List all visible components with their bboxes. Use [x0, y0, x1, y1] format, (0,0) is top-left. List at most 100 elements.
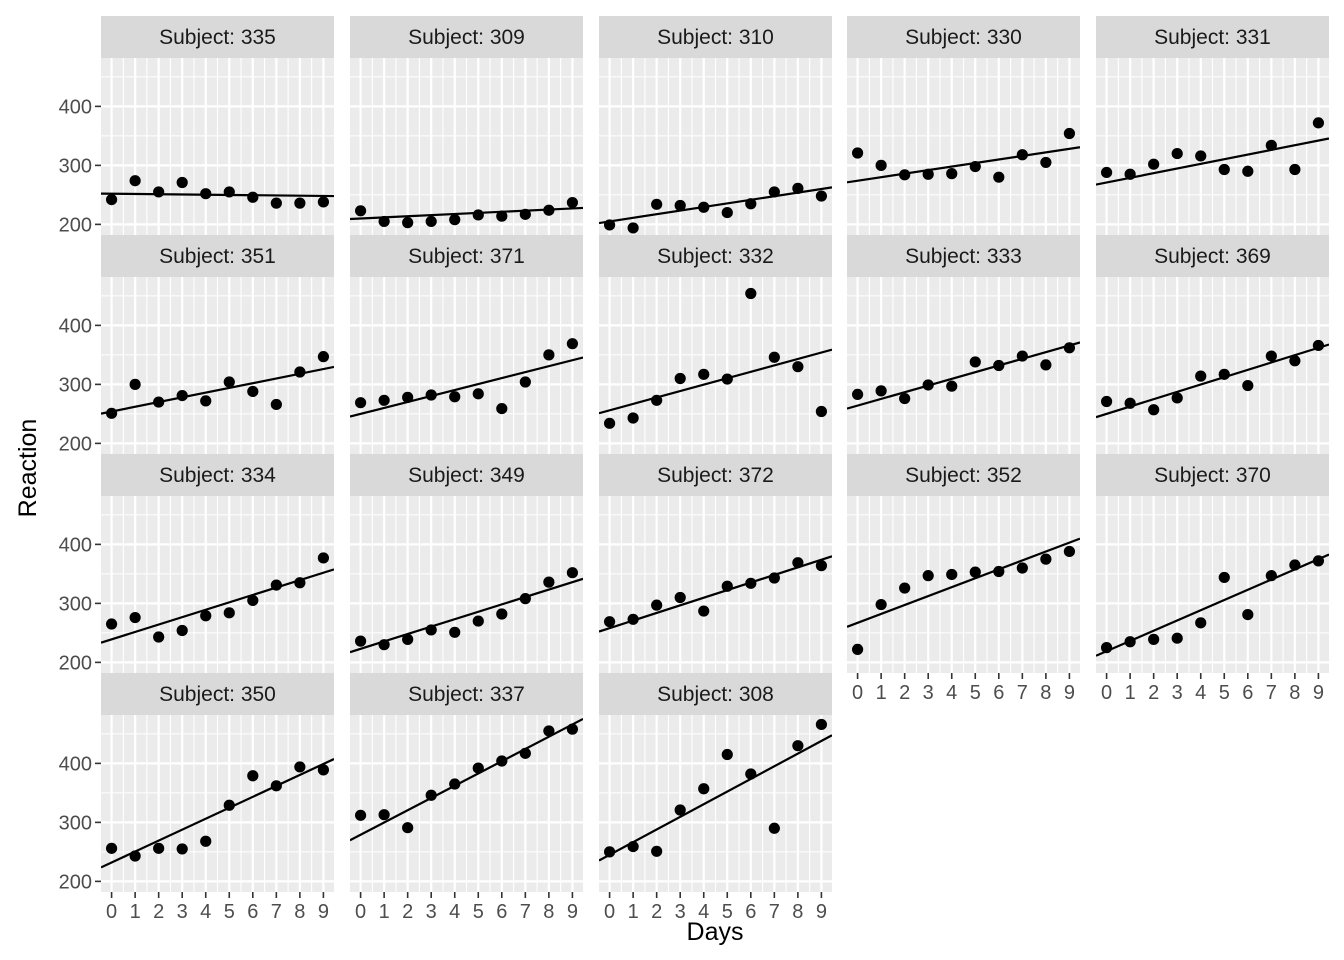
- data-point: [317, 351, 330, 363]
- data-point: [1016, 562, 1028, 574]
- data-point: [566, 338, 579, 350]
- facet-strip-label: Subject: 337: [408, 683, 525, 706]
- data-point: [496, 608, 508, 620]
- x-tick-label: 1: [379, 901, 390, 923]
- panel-content: [1096, 58, 1329, 235]
- facet-panel: Subject: 331: [1096, 16, 1329, 235]
- facet-panel: Subject: 310: [599, 16, 832, 235]
- facet-panel: Subject: 371: [350, 235, 583, 454]
- data-point: [745, 768, 757, 780]
- data-point: [768, 822, 780, 834]
- data-point: [651, 394, 663, 406]
- data-point: [698, 368, 710, 380]
- panel-content: [599, 58, 832, 235]
- x-tick-label: 1: [876, 682, 887, 704]
- facet-strip: [847, 235, 1080, 277]
- data-point: [922, 168, 934, 180]
- facet-strip-label: Subject: 369: [1154, 245, 1271, 268]
- facet-strip-label: Subject: 351: [159, 245, 276, 268]
- data-point: [472, 762, 484, 774]
- data-point: [354, 809, 367, 821]
- x-tick-label: 6: [496, 901, 507, 923]
- data-point: [745, 577, 757, 589]
- data-point: [627, 412, 639, 424]
- data-point: [519, 747, 531, 759]
- data-point: [378, 394, 390, 406]
- x-tick-label: 8: [294, 901, 305, 923]
- data-point: [153, 842, 165, 854]
- regression-line: [599, 734, 832, 862]
- data-point: [449, 626, 461, 638]
- data-point: [698, 201, 710, 213]
- data-point: [768, 572, 780, 584]
- data-point: [1063, 342, 1076, 354]
- data-point: [425, 215, 437, 228]
- data-point: [1312, 339, 1325, 352]
- facet-strip-label: Subject: 330: [905, 26, 1022, 49]
- data-point: [815, 560, 828, 572]
- data-point: [1265, 570, 1277, 582]
- x-tick-label: 0: [355, 901, 366, 923]
- data-point: [721, 206, 733, 219]
- regression-line: [599, 348, 832, 415]
- data-point: [1124, 636, 1136, 648]
- data-point: [815, 190, 828, 202]
- data-point: [1063, 127, 1076, 140]
- data-point: [247, 594, 259, 607]
- x-tick-label: 2: [651, 901, 662, 923]
- data-point: [1242, 165, 1254, 177]
- data-point: [519, 376, 531, 388]
- data-point: [105, 618, 118, 630]
- data-point: [129, 175, 141, 187]
- x-tick-label: 8: [1289, 682, 1300, 704]
- data-point: [899, 582, 911, 594]
- facet-panel: Subject: 372: [599, 454, 832, 673]
- data-point: [1016, 149, 1028, 161]
- x-tick-label: 3: [675, 901, 686, 923]
- x-tick-label: 2: [899, 682, 910, 704]
- y-tick-label: 200: [59, 433, 92, 455]
- data-point: [200, 395, 212, 407]
- data-point: [792, 740, 804, 752]
- data-point: [1040, 553, 1052, 565]
- data-point: [247, 770, 259, 782]
- data-point: [674, 804, 686, 816]
- panel-content: [101, 496, 334, 673]
- facet-strip-label: Subject: 370: [1154, 464, 1271, 487]
- data-point: [1289, 163, 1301, 176]
- data-point: [566, 567, 579, 579]
- data-point: [449, 778, 461, 790]
- data-point: [815, 718, 828, 731]
- data-point: [698, 783, 710, 795]
- data-point: [1195, 370, 1207, 382]
- data-point: [899, 392, 911, 405]
- facet-panel: Subject: 370 0 1 2 3 4 5 6 7 8 9: [1096, 454, 1329, 704]
- data-point: [627, 613, 639, 625]
- facet-strip-label: Subject: 352: [905, 464, 1022, 487]
- y-tick-label: 200: [59, 214, 92, 236]
- facet-strip: [101, 454, 334, 496]
- panel-content: [101, 277, 334, 454]
- data-point: [543, 725, 555, 737]
- data-point: [449, 391, 461, 403]
- facet-strip-label: Subject: 331: [1154, 26, 1271, 49]
- data-point: [354, 635, 367, 647]
- y-tick-label: 400: [59, 534, 92, 556]
- data-point: [1124, 168, 1136, 180]
- x-tick-label: 9: [318, 901, 329, 923]
- data-point: [768, 186, 780, 198]
- regression-line: [847, 146, 1080, 184]
- data-point: [851, 388, 864, 401]
- panel-content: [599, 277, 832, 454]
- data-point: [543, 349, 555, 361]
- data-point: [105, 842, 118, 854]
- x-tick-label: 7: [1017, 682, 1028, 704]
- x-tick-label: 4: [946, 682, 957, 704]
- facet-strip: [1096, 235, 1329, 277]
- x-tick-label: 7: [769, 901, 780, 923]
- data-point: [651, 198, 663, 210]
- x-tick-label: 6: [745, 901, 756, 923]
- facet-panel: Subject: 350 200 300 400 0 1 2 3 4 5 6 7 8 9: [59, 673, 334, 923]
- facet-panel: Subject: 308 0 1 2 3 4 5 6 7 8 9: [599, 673, 832, 923]
- data-point: [402, 217, 414, 229]
